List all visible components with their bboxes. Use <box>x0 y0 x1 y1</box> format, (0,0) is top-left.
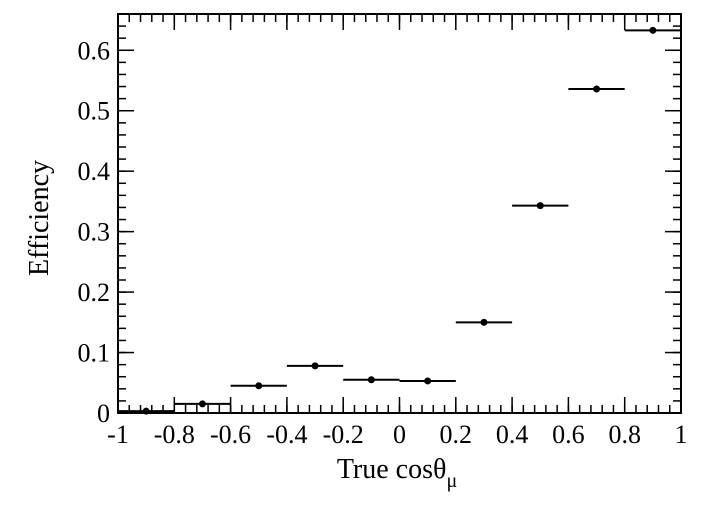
y-tick-label: 0.6 <box>78 36 111 65</box>
y-minor-ticks <box>118 13 681 414</box>
y-axis-title: Efficiency <box>24 160 55 276</box>
data-point <box>424 377 432 385</box>
x-tick-label: 0.4 <box>496 420 529 449</box>
data-point <box>536 202 544 210</box>
data-point <box>255 382 263 390</box>
x-tick-label: 0.6 <box>552 420 585 449</box>
y-tick-label: 0 <box>97 399 110 428</box>
x-tick-label: -0.2 <box>323 420 364 449</box>
y-tick-label: 0.1 <box>78 339 111 368</box>
x-axis-title-subscript: μ <box>446 470 457 492</box>
x-tick-label: -0.8 <box>154 420 195 449</box>
y-tick-labels: 0 0.1 0.2 0.3 0.4 0.5 0.6 <box>78 36 111 428</box>
x-minor-ticks <box>117 14 682 413</box>
data-points <box>118 26 681 415</box>
y-tick-label: 0.4 <box>78 157 111 186</box>
x-tick-label: -0.6 <box>210 420 251 449</box>
x-axis-title-main: True cos <box>337 454 433 485</box>
y-major-ticks <box>118 49 681 414</box>
data-point <box>649 26 657 34</box>
x-tick-labels: -1 -0.8 -0.6 -0.4 -0.2 0 0.2 0.4 0.6 0.8 1 <box>107 420 687 449</box>
data-point <box>480 318 488 326</box>
y-tick-label: 0.5 <box>78 97 111 126</box>
x-tick-label: -0.4 <box>266 420 307 449</box>
x-major-ticks <box>117 14 682 413</box>
x-tick-label: 0 <box>393 420 406 449</box>
x-axis-title-theta: θ <box>433 454 446 485</box>
x-tick-label: 1 <box>675 420 688 449</box>
x-tick-label: 0.2 <box>440 420 473 449</box>
x-tick-label: -1 <box>107 420 129 449</box>
y-tick-label: 0.2 <box>78 278 111 307</box>
y-tick-label: 0.3 <box>78 218 111 247</box>
data-point <box>142 407 150 415</box>
data-point <box>593 85 601 93</box>
x-tick-label: 0.8 <box>608 420 641 449</box>
x-axis-title: True cosθμ <box>337 454 457 492</box>
data-point <box>198 400 206 408</box>
data-point <box>311 362 319 370</box>
plot-frame <box>117 13 682 414</box>
data-point <box>367 376 375 384</box>
